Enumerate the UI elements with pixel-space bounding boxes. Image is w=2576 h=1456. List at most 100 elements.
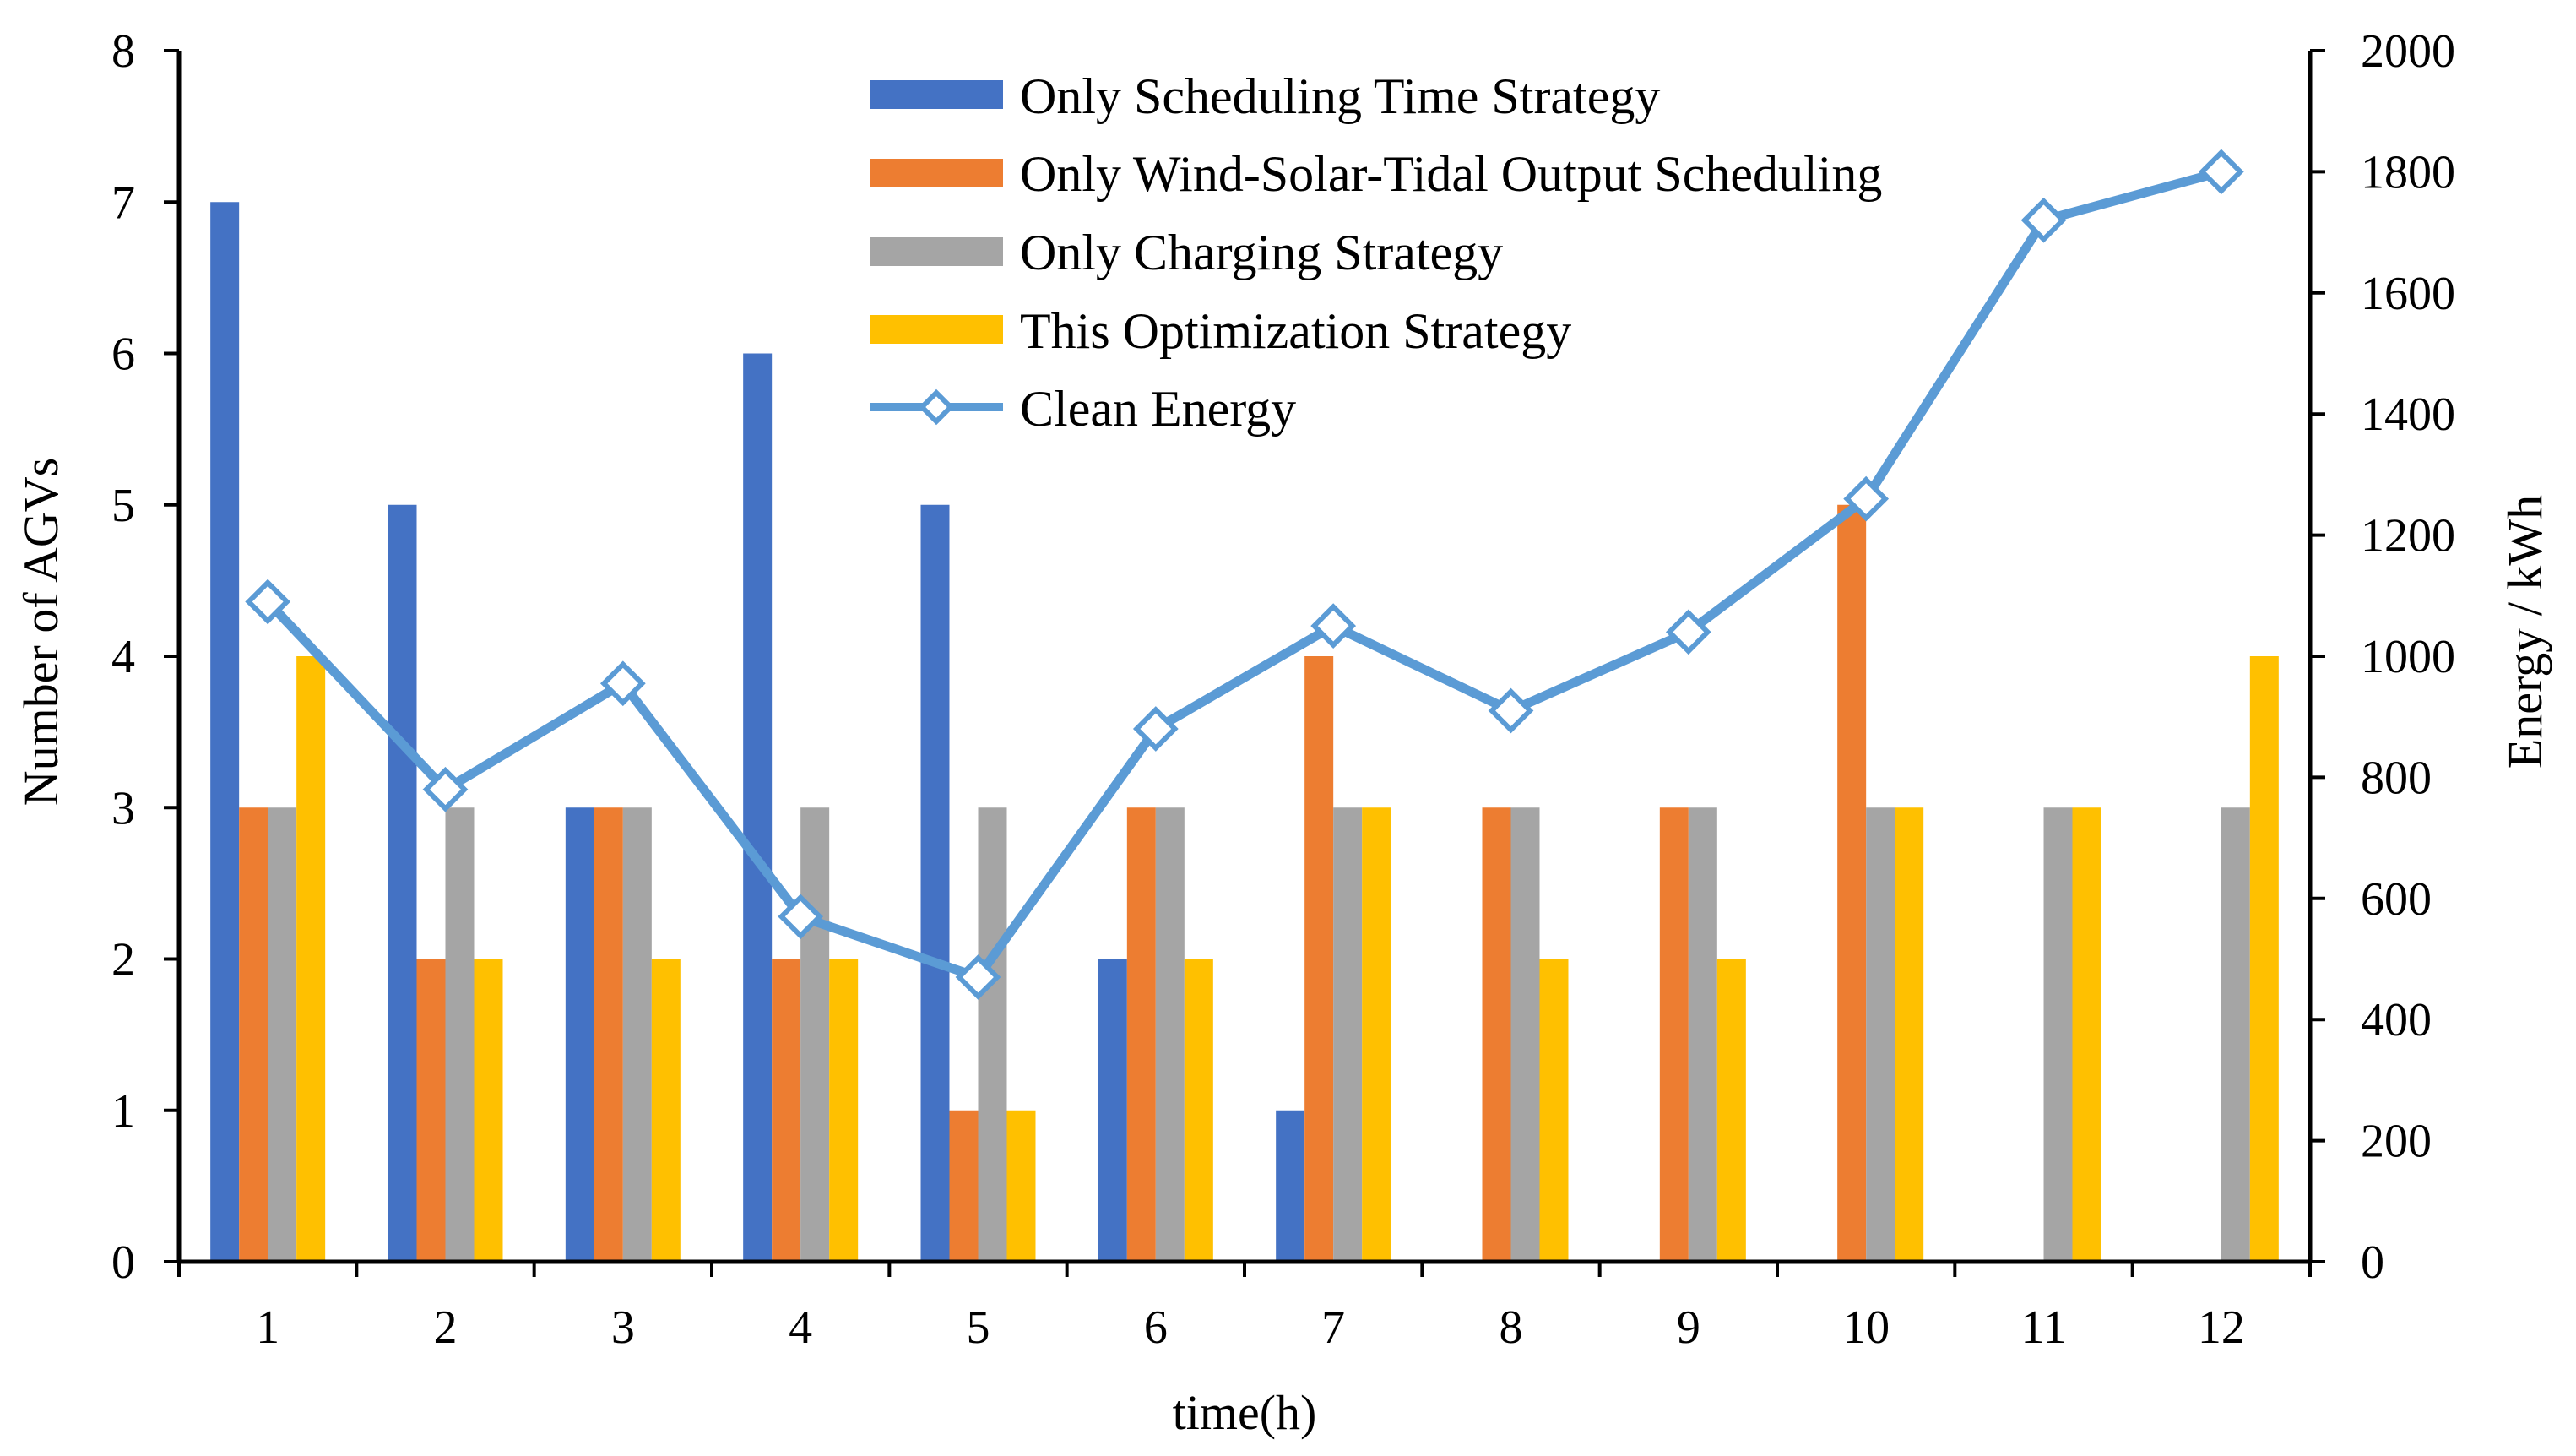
bar-s4-t9 — [1716, 959, 1746, 1262]
bar-s2-t10 — [1837, 504, 1867, 1262]
bar-s1-t1 — [210, 202, 240, 1262]
bar-s2-t4 — [772, 959, 801, 1262]
x-tick-label: 8 — [1500, 1301, 1523, 1354]
clean-energy-point-t11 — [2020, 197, 2067, 243]
bar-s4-t1 — [296, 656, 326, 1262]
bar-s4-t5 — [1006, 1110, 1036, 1262]
clean-energy-line — [264, 167, 2223, 982]
legend-swatch-charging — [870, 237, 1003, 266]
bar-s1-t6 — [1098, 959, 1127, 1262]
legend: Only Scheduling Time Strategy Only Wind-… — [870, 68, 1882, 437]
y2-tick-label: 0 — [2361, 1236, 2384, 1289]
y2-tick-label: 800 — [2361, 752, 2432, 804]
legend-swatch-clean-energy-marker — [918, 388, 955, 426]
legend-swatch-scheduling-time — [870, 80, 1003, 109]
x-tick-label: 6 — [1144, 1301, 1168, 1354]
bar-s3-t1 — [268, 807, 297, 1262]
y2-tick-label: 1200 — [2361, 510, 2455, 562]
bar-s1-t5 — [920, 504, 950, 1262]
bar-s3-t7 — [1333, 807, 1363, 1262]
clean-energy-point-t7 — [1310, 603, 1357, 649]
y2-axis-title: Energy / kWh — [2497, 495, 2552, 769]
legend-label-optimization: This Optimization Strategy — [1020, 303, 1571, 359]
clean-energy-point-t1 — [245, 579, 291, 625]
bar-s3-t10 — [1866, 807, 1895, 1262]
x-tick-label: 9 — [1677, 1301, 1700, 1354]
bar-s4-t6 — [1184, 959, 1213, 1262]
clean-energy-line-group — [245, 149, 2244, 1000]
y2-tick-label: 1600 — [2361, 268, 2455, 320]
clean-energy-point-t12 — [2198, 149, 2244, 195]
bar-group — [210, 202, 2279, 1262]
clean-energy-point-t10 — [1843, 475, 1890, 522]
y2-tick-label: 600 — [2361, 873, 2432, 926]
bar-s2-t5 — [949, 1110, 979, 1262]
x-tick-label: 2 — [434, 1301, 458, 1354]
bar-s4-t4 — [829, 959, 859, 1262]
y-tick-label: 6 — [111, 329, 135, 381]
x-tick-label: 11 — [2021, 1301, 2067, 1354]
x-tick-label: 3 — [611, 1301, 635, 1354]
legend-label-charging: Only Charging Strategy — [1020, 225, 1503, 280]
legend-label-wind-solar-tidal: Only Wind-Solar-Tidal Output Scheduling — [1020, 146, 1882, 202]
y-tick-label: 1 — [111, 1085, 135, 1138]
y2-tick-label: 2000 — [2361, 25, 2455, 78]
x-axis-title: time(h) — [1173, 1385, 1317, 1440]
y-tick-label: 4 — [111, 631, 135, 683]
bar-s4-t7 — [1362, 807, 1391, 1262]
y-tick-label: 0 — [111, 1236, 135, 1289]
bar-s2-t3 — [594, 807, 623, 1262]
y-tick-label: 8 — [111, 25, 135, 78]
y2-tick-label: 1400 — [2361, 388, 2455, 441]
bar-s1-t2 — [388, 504, 417, 1262]
bar-s4-t2 — [474, 959, 503, 1262]
bar-s2-t7 — [1304, 656, 1334, 1262]
bar-s4-t8 — [1539, 959, 1569, 1262]
y-tick-label: 5 — [111, 480, 135, 532]
bar-s3-t4 — [800, 807, 830, 1262]
clean-energy-point-t3 — [599, 660, 646, 707]
bar-s1-t3 — [565, 807, 594, 1262]
y2-tick-label: 1800 — [2361, 146, 2455, 198]
bar-s3-t5 — [978, 807, 1007, 1262]
clean-energy-point-t6 — [1132, 706, 1179, 752]
legend-label-scheduling-time: Only Scheduling Time Strategy — [1020, 68, 1660, 124]
y-tick-label: 7 — [111, 177, 135, 229]
bar-s3-t2 — [445, 807, 475, 1262]
bar-s4-t3 — [651, 959, 681, 1262]
legend-label-clean-energy: Clean Energy — [1020, 381, 1296, 437]
clean-energy-point-t9 — [1665, 609, 1711, 655]
bar-s2-t1 — [239, 807, 268, 1262]
legend-swatch-optimization — [870, 315, 1003, 344]
tick-labels: 0123456780200400600800100012001400160018… — [111, 25, 2455, 1354]
bar-s2-t2 — [416, 959, 446, 1262]
clean-energy-point-t2 — [422, 766, 469, 812]
y2-tick-label: 200 — [2361, 1116, 2432, 1168]
bar-s3-t3 — [622, 807, 652, 1262]
x-tick-label: 5 — [967, 1301, 990, 1354]
bar-s4-t12 — [2249, 656, 2279, 1262]
clean-energy-point-t4 — [778, 894, 824, 940]
clean-energy-point-t5 — [955, 954, 1001, 1000]
x-tick-label: 7 — [1321, 1301, 1345, 1354]
bar-s4-t10 — [1895, 807, 1924, 1262]
axes — [164, 49, 2325, 1277]
bar-s4-t11 — [2072, 807, 2101, 1262]
x-tick-label: 1 — [256, 1301, 279, 1354]
y2-tick-label: 400 — [2361, 994, 2432, 1046]
clean-energy-point-t8 — [1488, 687, 1534, 734]
bar-s1-t7 — [1276, 1110, 1305, 1262]
bar-s3-t9 — [1688, 807, 1717, 1262]
bar-s2-t6 — [1126, 807, 1156, 1262]
bar-s2-t9 — [1659, 807, 1689, 1262]
bar-s1-t4 — [743, 353, 773, 1262]
x-tick-label: 4 — [789, 1301, 812, 1354]
y-axis-title: Number of AGVs — [14, 458, 68, 806]
bar-s3-t12 — [2221, 807, 2250, 1262]
y-tick-label: 2 — [111, 934, 135, 986]
x-tick-label: 10 — [1842, 1301, 1890, 1354]
y2-tick-label: 1000 — [2361, 631, 2455, 683]
bar-s3-t8 — [1510, 807, 1540, 1262]
legend-swatch-wind-solar-tidal — [870, 159, 1003, 187]
